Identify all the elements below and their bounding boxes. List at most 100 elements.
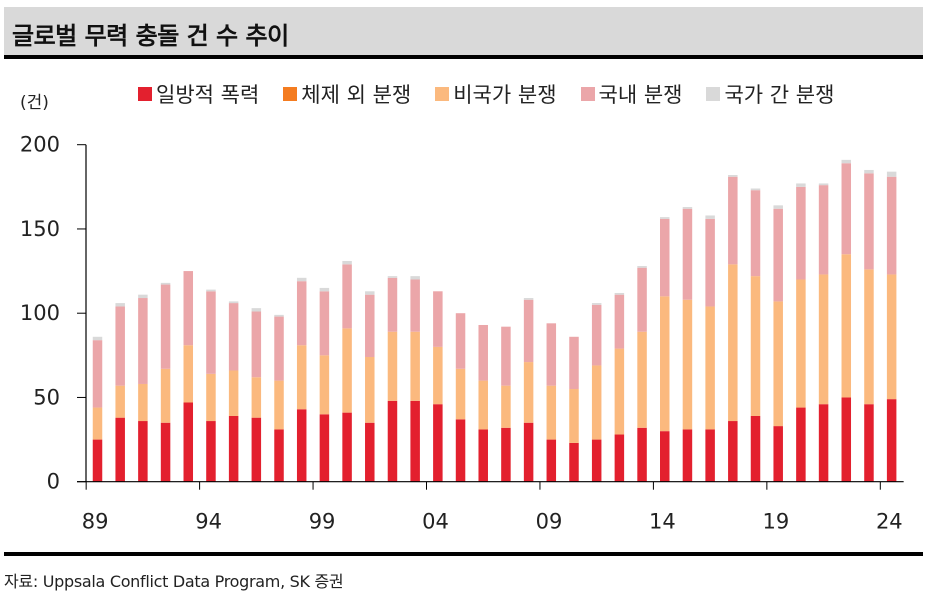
y-tick-label: 0 bbox=[47, 470, 60, 494]
legend-item-intrastate: 국내 분쟁 bbox=[580, 79, 682, 109]
bar-segment-1989-s4 bbox=[92, 336, 103, 341]
x-tick-label: 09 bbox=[536, 510, 563, 534]
bars bbox=[92, 159, 897, 482]
bar-segment-2004-s3 bbox=[433, 291, 443, 347]
bar-segment-1999-s4 bbox=[319, 287, 330, 292]
bar-segment-2021-s4 bbox=[818, 183, 829, 186]
x-tick-label: 24 bbox=[876, 510, 903, 534]
legend-swatch bbox=[706, 87, 721, 101]
bar-group-2011 bbox=[591, 303, 602, 482]
bar-group-2005 bbox=[455, 313, 466, 482]
header-divider bbox=[4, 55, 923, 59]
bar-segment-1990-s4 bbox=[115, 303, 125, 307]
bar-segment-2003-s2 bbox=[410, 331, 420, 401]
bar-segment-2012-s3 bbox=[614, 294, 625, 349]
bar-segment-1994-s2 bbox=[206, 373, 216, 422]
bar-segment-2017-s3 bbox=[728, 176, 738, 265]
bar-segment-2020-s4 bbox=[796, 183, 806, 187]
bar-segment-2007-s2 bbox=[501, 385, 511, 428]
bar-group-1990 bbox=[115, 303, 125, 482]
bar-segment-2019-s3 bbox=[773, 208, 783, 302]
bar-group-2020 bbox=[796, 183, 806, 482]
legend-label: 국가 간 분쟁 bbox=[724, 83, 835, 107]
bar-segment-2014-s3 bbox=[660, 218, 670, 297]
bar-segment-2019-s2 bbox=[773, 301, 783, 427]
bar-segment-2024-s2 bbox=[886, 274, 897, 400]
bar-segment-2016-s3 bbox=[705, 218, 715, 307]
bar-segment-1997-s0 bbox=[274, 429, 284, 482]
bar-group-2007 bbox=[501, 326, 511, 482]
bar-segment-1995-s3 bbox=[228, 303, 239, 371]
bar-segment-2022-s3 bbox=[841, 163, 852, 255]
bar-segment-2000-s4 bbox=[342, 260, 352, 265]
bar-segment-2019-s4 bbox=[773, 205, 783, 209]
x-tick-label: 89 bbox=[82, 510, 109, 534]
bar-group-2016 bbox=[705, 215, 715, 482]
bar-segment-2014-s2 bbox=[660, 296, 670, 432]
bar-group-2018 bbox=[750, 188, 761, 482]
bar-segment-1991-s3 bbox=[138, 298, 148, 384]
y-axis: 0 50 100 150 200 bbox=[20, 133, 87, 494]
bar-segment-1992-s4 bbox=[160, 282, 171, 285]
legend-swatch bbox=[283, 87, 298, 101]
bar-segment-2017-s0 bbox=[728, 421, 738, 482]
bar-segment-2022-s2 bbox=[841, 254, 852, 398]
bar-group-2013 bbox=[637, 266, 647, 482]
y-tick-label: 100 bbox=[20, 301, 60, 325]
y-tick-label: 200 bbox=[20, 133, 60, 157]
bar-segment-1990-s2 bbox=[115, 385, 125, 418]
bar-segment-2018-s2 bbox=[750, 276, 761, 416]
bar-segment-2003-s3 bbox=[410, 279, 420, 332]
bar-group-2001 bbox=[365, 291, 375, 482]
bar-segment-1992-s2 bbox=[160, 368, 171, 423]
legend-label: 일방적 폭력 bbox=[156, 83, 260, 107]
bar-segment-1992-s3 bbox=[160, 284, 171, 369]
bar-segment-2018-s0 bbox=[750, 415, 761, 482]
bar-segment-2011-s2 bbox=[591, 365, 602, 440]
bar-group-1989 bbox=[92, 336, 103, 482]
bar-segment-2008-s3 bbox=[523, 299, 534, 363]
legend-item-interstate: 국가 간 분쟁 bbox=[706, 79, 834, 109]
bar-segment-2023-s0 bbox=[864, 404, 874, 482]
bar-segment-2013-s2 bbox=[637, 331, 647, 428]
bar-segment-2004-s2 bbox=[433, 346, 443, 405]
bar-segment-2015-s3 bbox=[682, 208, 693, 300]
bar-segment-1995-s0 bbox=[228, 415, 239, 482]
bar-segment-1993-s3 bbox=[183, 271, 194, 346]
bar-segment-2007-s3 bbox=[501, 326, 511, 386]
bar-group-2019 bbox=[773, 205, 783, 482]
bar-segment-1998-s0 bbox=[296, 409, 307, 482]
bar-segment-2013-s4 bbox=[637, 266, 647, 268]
bar-segment-2023-s3 bbox=[864, 173, 874, 270]
bar-segment-2024-s4 bbox=[886, 171, 897, 177]
bar-segment-2007-s0 bbox=[501, 427, 511, 482]
bar-segment-2002-s3 bbox=[387, 277, 398, 332]
bar-segment-2023-s4 bbox=[864, 169, 874, 174]
bar-segment-2011-s3 bbox=[591, 304, 602, 366]
x-tick-label: 14 bbox=[649, 510, 676, 534]
bar-segment-2017-s2 bbox=[728, 264, 738, 422]
bar-segment-2020-s3 bbox=[796, 186, 806, 280]
bar-group-2012 bbox=[614, 292, 625, 482]
bar-segment-2014-s0 bbox=[660, 431, 670, 482]
bar-segment-2009-s0 bbox=[546, 439, 557, 482]
x-tick-label: 04 bbox=[422, 510, 449, 534]
bar-segment-1997-s3 bbox=[274, 316, 284, 381]
bar-segment-2014-s4 bbox=[660, 217, 670, 219]
bar-group-2024 bbox=[886, 171, 897, 482]
bar-segment-2004-s0 bbox=[433, 404, 443, 482]
bar-group-2008 bbox=[523, 298, 534, 482]
bar-segment-1993-s0 bbox=[183, 402, 194, 482]
bar-group-2014 bbox=[660, 217, 670, 482]
bar-segment-1996-s3 bbox=[251, 311, 262, 378]
bar-segment-2011-s0 bbox=[591, 439, 602, 482]
bar-segment-2015-s4 bbox=[682, 207, 693, 209]
bar-group-1998 bbox=[296, 277, 307, 482]
bar-group-2023 bbox=[864, 169, 874, 482]
bar-segment-2010-s3 bbox=[569, 336, 579, 390]
bar-segment-2022-s0 bbox=[841, 397, 852, 482]
bar-segment-2013-s0 bbox=[637, 427, 647, 482]
bar-segment-1994-s0 bbox=[206, 421, 216, 482]
bar-segment-2020-s2 bbox=[796, 279, 806, 408]
bar-group-2022 bbox=[841, 159, 852, 482]
